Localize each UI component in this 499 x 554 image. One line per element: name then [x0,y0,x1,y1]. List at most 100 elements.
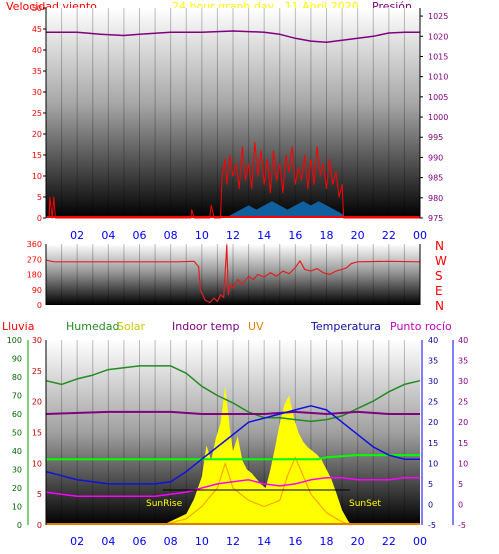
rain-y-tick-label: 10 [12,503,22,512]
compass-s: S [435,269,443,283]
rain-y-tick-label: 70 [12,392,22,401]
x-tick-label-bottom: 06 [133,535,147,548]
pressure-y-tick-label: 985 [428,174,443,183]
pressure-line [46,30,420,44]
x-tick-label-top: 08 [164,229,178,242]
rain-y-tick-label: 20 [12,484,22,493]
pressure-y-tick-label: 1000 [428,113,448,122]
direction-y-tick-label: 0 [37,301,42,310]
temp-y-tick-label: 5 [428,480,433,489]
sunset-annotation: SunSet [349,499,381,509]
plot-area-direction [46,244,420,305]
humidity-y-tick-label: 30 [32,336,42,345]
humidity-y-tick-label: 20 [32,398,42,407]
x-tick-label-top: 00 [413,229,427,242]
rain-y-tick-label: 30 [12,466,22,475]
pressure-y-tick-label: 975 [428,214,443,223]
direction-y-tick-label: 180 [27,271,42,280]
x-tick-label-bottom: 12 [226,535,240,548]
direction-y-tick-label: 270 [27,255,42,264]
humidity-y-tick-label: 15 [32,429,42,438]
dewpoint-y-tick-label: 35 [458,357,468,366]
dewpoint-y-tick-label: 20 [458,418,468,427]
temp-y-tick-label: 15 [428,439,438,448]
x-tick-label-bottom: 14 [257,535,271,548]
rain-y-tick-label: 80 [12,373,22,382]
pressure-y-tick-label: 1025 [428,12,448,21]
uv-label: UV [248,320,264,333]
wind-y-tick-label: 0 [37,214,42,223]
rain-y-tick-label: 60 [12,410,22,419]
temp-y-tick-label: 40 [428,336,438,345]
dewpoint-y-tick-label: 10 [458,459,468,468]
dewpoint-line [45,476,420,497]
solar-label: Solar [117,320,146,333]
dewpoint-y-tick-label: 5 [458,480,463,489]
temp-y-tick-label: 35 [428,357,438,366]
temp-y-tick-label: -5 [428,521,436,530]
direction-y-tick-label: 90 [32,286,42,295]
x-tick-label-top: 04 [101,229,115,242]
rain-y-tick-label: 50 [12,429,22,438]
wind-y-tick-label: 25 [32,109,42,118]
x-tick-label-top: 16 [288,229,302,242]
dewpoint-y-tick-label: 0 [458,500,463,509]
wind-y-tick-label: 15 [32,151,42,160]
wind-y-tick-label: 10 [32,172,42,181]
x-tick-label-bottom: 16 [288,535,302,548]
wind-y-tick-label: 50 [32,4,42,13]
humidity-y-tick-label: 0 [37,521,42,530]
temp-y-tick-label: 20 [428,418,438,427]
temp-y-tick-label: 10 [428,459,438,468]
x-tick-label-bottom: 08 [164,535,178,548]
plot-area-wind [46,8,420,218]
pressure-y-tick-label: 1015 [428,52,448,61]
wind-y-tick-label: 20 [32,130,42,139]
rain-label: Lluvia [2,320,35,333]
sunrise-annotation: SunRise [146,499,183,509]
x-tick-label-bottom: 10 [195,535,209,548]
dewpoint-y-tick-label: 40 [458,336,468,345]
rain-y-tick-label: 40 [12,447,22,456]
x-tick-label-top: 18 [320,229,334,242]
x-tick-label-top: 10 [195,229,209,242]
x-tick-label-top: 02 [70,229,84,242]
dewpoint-y-tick-label: 25 [458,398,468,407]
x-tick-label-bottom: 04 [101,535,115,548]
rain-y-tick-label: 0 [17,521,22,530]
dewpoint-y-tick-label: -5 [458,521,466,530]
humidity-line [45,365,421,423]
wind-y-tick-label: 40 [32,46,42,55]
x-tick-label-top: 20 [351,229,365,242]
x-tick-label-top: 22 [382,229,396,242]
direction-y-tick-label: 360 [27,240,42,249]
pressure-y-tick-label: 1005 [428,93,448,102]
wind-y-tick-label: 35 [32,67,42,76]
x-tick-label-top: 12 [226,229,240,242]
x-tick-label-top: 14 [257,229,271,242]
dewpoint-y-tick-label: 15 [458,439,468,448]
temp-y-tick-label: 30 [428,377,438,386]
compass-n-bottom: N [435,299,444,313]
x-tick-label-bottom: 22 [382,535,396,548]
indoor-temp-line [45,410,420,415]
humidity-y-tick-label: 5 [37,490,42,499]
indoor-temp-label: Indoor temp [172,320,240,333]
wind-y-tick-label: 30 [32,88,42,97]
compass-w: W [435,254,447,268]
wind-y-tick-label: 5 [37,193,42,202]
x-tick-label-bottom: 18 [320,535,334,548]
humidity-y-tick-label: 25 [32,367,42,376]
x-tick-label-bottom: 02 [70,535,84,548]
rain-y-tick-label: 100 [7,336,22,345]
pressure-y-tick-label: 1010 [428,73,448,82]
pressure-y-tick-label: 980 [428,194,443,203]
humidity-y-tick-label: 10 [32,459,42,468]
x-tick-label-top: 06 [133,229,147,242]
temp-y-tick-label: 25 [428,398,438,407]
dewpoint-label: Punto rocío [390,320,452,333]
dewpoint-y-tick-label: 30 [458,377,468,386]
wind-direction-line [45,244,421,304]
